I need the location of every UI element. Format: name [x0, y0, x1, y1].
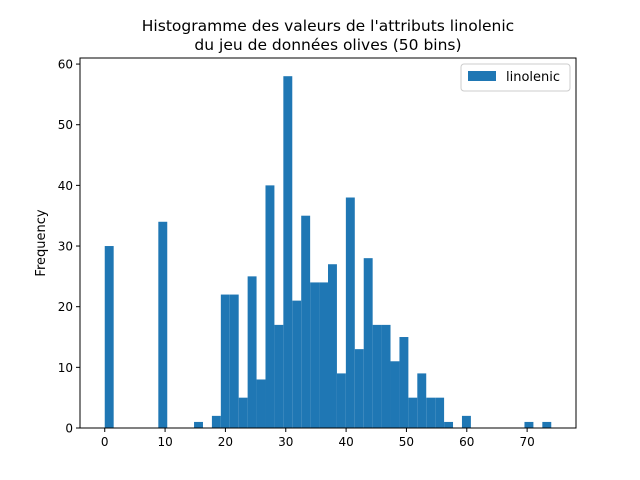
- histogram-bar: [328, 264, 337, 428]
- x-tick-label: 40: [338, 435, 353, 449]
- histogram-bar: [265, 185, 275, 428]
- histogram-bar: [194, 421, 203, 428]
- histogram-bar: [310, 282, 320, 428]
- chart-title-line1: Histogramme des valeurs de l'attributs l…: [142, 17, 514, 35]
- legend-label: linolenic: [506, 70, 560, 85]
- histogram-bars: [104, 76, 552, 429]
- histogram-bar: [256, 379, 266, 428]
- histogram-bar: [336, 373, 346, 428]
- histogram-bar: [524, 421, 534, 428]
- x-tick-label: 0: [101, 435, 109, 449]
- plot-frame: [79, 57, 577, 429]
- histogram-bar: [247, 276, 257, 428]
- histogram-bar: [381, 324, 391, 428]
- histogram-bar: [372, 324, 382, 428]
- legend-box: [460, 63, 571, 92]
- y-tick-label: 20: [58, 300, 73, 314]
- histogram-bar: [426, 397, 436, 428]
- y-tick-label: 0: [65, 422, 73, 436]
- histogram-bar: [354, 349, 364, 428]
- histogram-bar: [363, 258, 373, 428]
- y-tick-label: 10: [58, 361, 73, 375]
- histogram-bar: [283, 76, 293, 429]
- histogram-bar: [345, 197, 355, 428]
- histogram-bar: [238, 397, 248, 428]
- histogram-bar: [211, 415, 221, 428]
- x-tick-label: 20: [218, 435, 233, 449]
- x-tick-label: 60: [459, 435, 474, 449]
- y-tick-label: 40: [58, 179, 73, 193]
- histogram-bar: [542, 421, 552, 428]
- histogram-bar: [158, 221, 168, 428]
- histogram-bar: [435, 397, 445, 428]
- y-tick-label: 60: [58, 58, 73, 72]
- histogram-bar: [319, 282, 328, 428]
- x-tick-label: 70: [519, 435, 534, 449]
- x-tick-label: 10: [157, 435, 172, 449]
- histogram-bar: [408, 397, 418, 428]
- y-tick-label: 30: [58, 240, 73, 254]
- histogram-bar: [104, 246, 114, 428]
- histogram-bar: [301, 215, 311, 428]
- x-tick-label: 30: [278, 435, 293, 449]
- chart-title-line2: du jeu de données olives (50 bins): [194, 36, 461, 54]
- histogram-bar: [229, 294, 239, 428]
- y-axis-ticks: 0 10 20 30 40 50 60: [58, 58, 80, 436]
- legend-swatch: [468, 71, 496, 81]
- histogram-bar: [292, 300, 302, 428]
- histogram-bar: [444, 421, 454, 428]
- x-axis-ticks: 0 10 20 30 40 50 60 70: [101, 428, 535, 449]
- histogram-bar: [461, 415, 471, 428]
- x-tick-label: 50: [399, 435, 414, 449]
- histogram-bar: [399, 337, 409, 428]
- histogram-bar: [274, 324, 284, 428]
- histogram-bar: [390, 361, 400, 428]
- histogram-bar: [220, 294, 230, 428]
- histogram-bar: [417, 373, 427, 428]
- y-axis-label: Frequency: [34, 209, 49, 276]
- legend: linolenic: [460, 63, 571, 92]
- y-tick-label: 50: [58, 118, 73, 132]
